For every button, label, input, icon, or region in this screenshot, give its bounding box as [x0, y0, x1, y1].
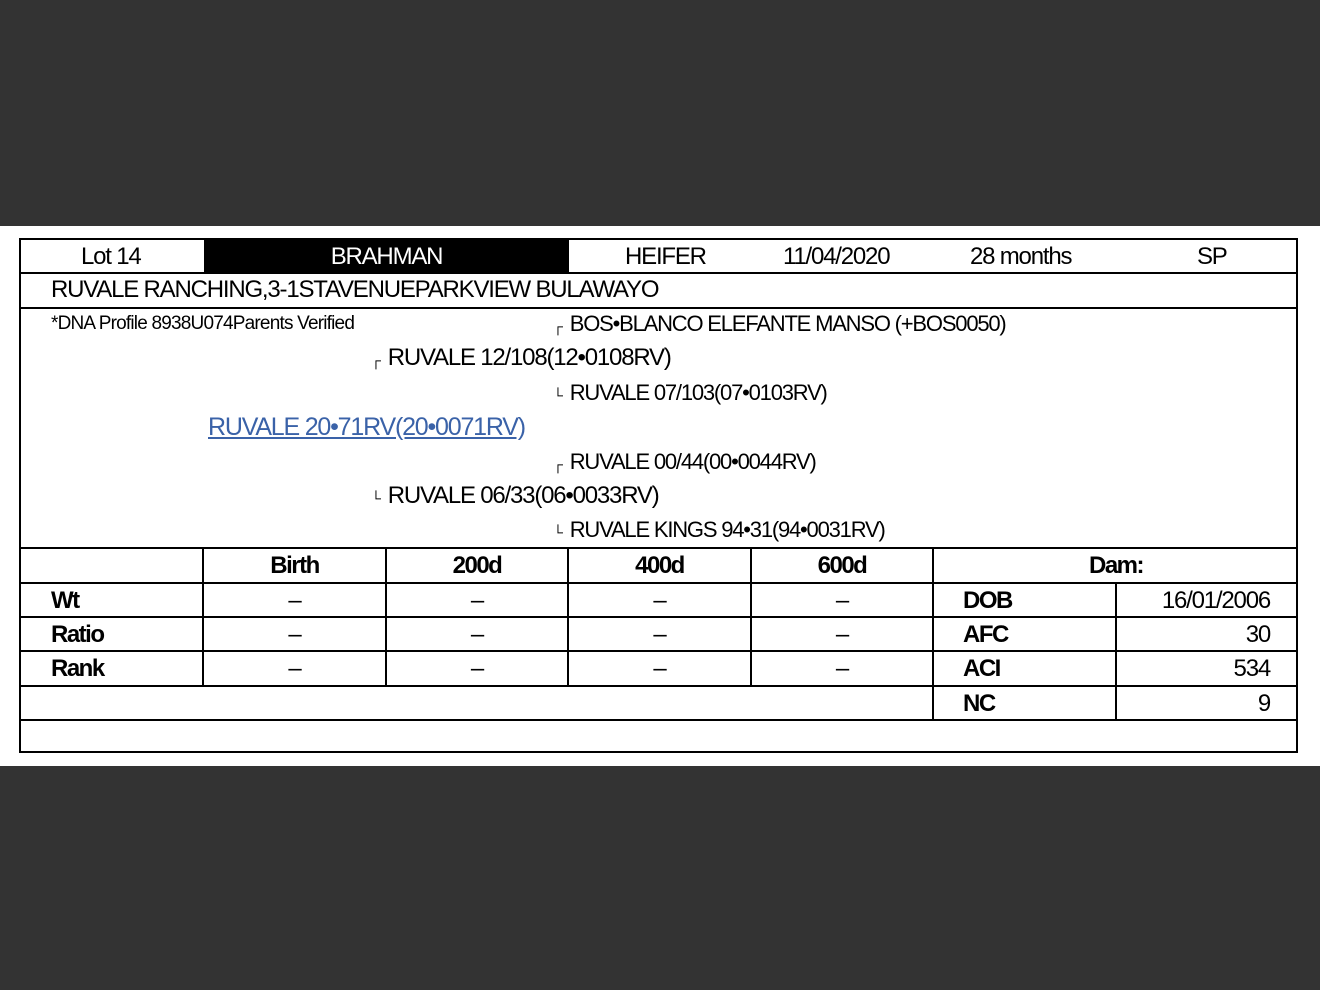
- dam-value: 30: [1245, 621, 1271, 648]
- divider: [21, 650, 1296, 652]
- dam-value: 534: [1233, 655, 1272, 682]
- stat-value: –: [653, 655, 666, 682]
- lot-card: Lot 14 BRAHMAN HEIFER 11/04/2020 28 mont…: [19, 238, 1298, 753]
- divider: [202, 547, 204, 685]
- animal-name[interactable]: RUVALE 20•71RV(20•0071RV): [208, 413, 526, 441]
- pedigree-name: RUVALE 00/44(00•0044RV): [569, 449, 817, 474]
- divider: [932, 547, 934, 719]
- pedigree-name: RUVALE 06/33(06•0033RV): [387, 482, 660, 509]
- pedigree-name: RUVALE 07/103(07•0103RV): [569, 380, 828, 405]
- bracket-glyph: └: [553, 524, 563, 540]
- divider: [750, 547, 752, 685]
- dam-value: 16/01/2006: [1161, 587, 1271, 614]
- bracket-glyph: ┌: [553, 456, 563, 472]
- bracket-glyph: ┌: [553, 318, 563, 334]
- dna-note: *DNA Profile 8938U074Parents Verified: [51, 313, 355, 334]
- divider: [21, 307, 1296, 309]
- pedigree-name: RUVALE 12/108(12•0108RV): [387, 344, 672, 371]
- stat-value: –: [470, 655, 484, 682]
- column-header: 200d: [452, 552, 503, 579]
- page-background: [0, 226, 1320, 766]
- divider: [385, 547, 387, 685]
- dam-header: Dam:: [1088, 552, 1145, 579]
- bracket-glyph: ┌: [371, 352, 381, 368]
- pedigree-sire: ┌ RUVALE 12/108(12•0108RV): [371, 343, 672, 375]
- row-label: Rank: [51, 655, 105, 682]
- stat-value: –: [470, 587, 484, 614]
- column-header: 400d: [635, 552, 685, 579]
- dam-label: AFC: [963, 621, 1009, 648]
- row-label: Ratio: [51, 621, 105, 648]
- age-label: 28 months: [970, 243, 1072, 270]
- dam-label: ACI: [963, 655, 1001, 682]
- divider: [21, 272, 1296, 274]
- stat-value: –: [653, 587, 666, 614]
- pedigree-dam-dam: └ RUVALE KINGS 94•31(94•0031RV): [553, 515, 886, 547]
- bracket-glyph: └: [371, 490, 381, 506]
- pedigree-sire-sire: ┌ BOS•BLANCO ELEFANTE MANSO (+BOS0050): [553, 309, 1007, 341]
- lot-number: Lot 14: [81, 243, 142, 270]
- breeder-address: RUVALE RANCHING,3-1STAVENUEPARKVIEW BULA…: [51, 276, 660, 303]
- column-header: Birth: [270, 552, 320, 579]
- divider: [21, 616, 1296, 618]
- stat-value: –: [288, 655, 301, 682]
- pedigree-name: BOS•BLANCO ELEFANTE MANSO (+BOS0050): [569, 311, 1007, 336]
- divider: [21, 547, 1296, 549]
- bracket-glyph: └: [553, 387, 563, 403]
- dam-label: NC: [963, 690, 996, 717]
- stat-value: –: [288, 587, 301, 614]
- divider: [567, 547, 569, 685]
- stat-value: –: [835, 655, 849, 682]
- dam-value: 9: [1257, 690, 1271, 717]
- stat-value: –: [470, 621, 484, 648]
- pedigree-dam-sire: ┌ RUVALE 00/44(00•0044RV): [553, 447, 817, 479]
- divider: [21, 582, 1296, 584]
- stat-value: –: [288, 621, 301, 648]
- stat-value: –: [835, 587, 849, 614]
- stat-value: –: [653, 621, 666, 648]
- row-label: Wt: [51, 587, 80, 614]
- code-label: SP: [1197, 243, 1228, 270]
- pedigree-name: RUVALE KINGS 94•31(94•0031RV): [569, 517, 886, 542]
- column-header: 600d: [817, 552, 868, 579]
- stat-value: –: [835, 621, 849, 648]
- divider: [21, 685, 1296, 687]
- sex-label: HEIFER: [625, 243, 707, 270]
- sale-date: 11/04/2020: [783, 243, 891, 270]
- pedigree-dam: └ RUVALE 06/33(06•0033RV): [371, 481, 660, 513]
- divider: [21, 719, 1296, 721]
- divider: [1115, 582, 1117, 719]
- pedigree-sire-dam: └ RUVALE 07/103(07•0103RV): [553, 378, 828, 410]
- breed-label: BRAHMAN: [204, 240, 569, 272]
- animal-link[interactable]: RUVALE 20•71RV(20•0071RV): [208, 410, 526, 448]
- dam-label: DOB: [963, 587, 1013, 614]
